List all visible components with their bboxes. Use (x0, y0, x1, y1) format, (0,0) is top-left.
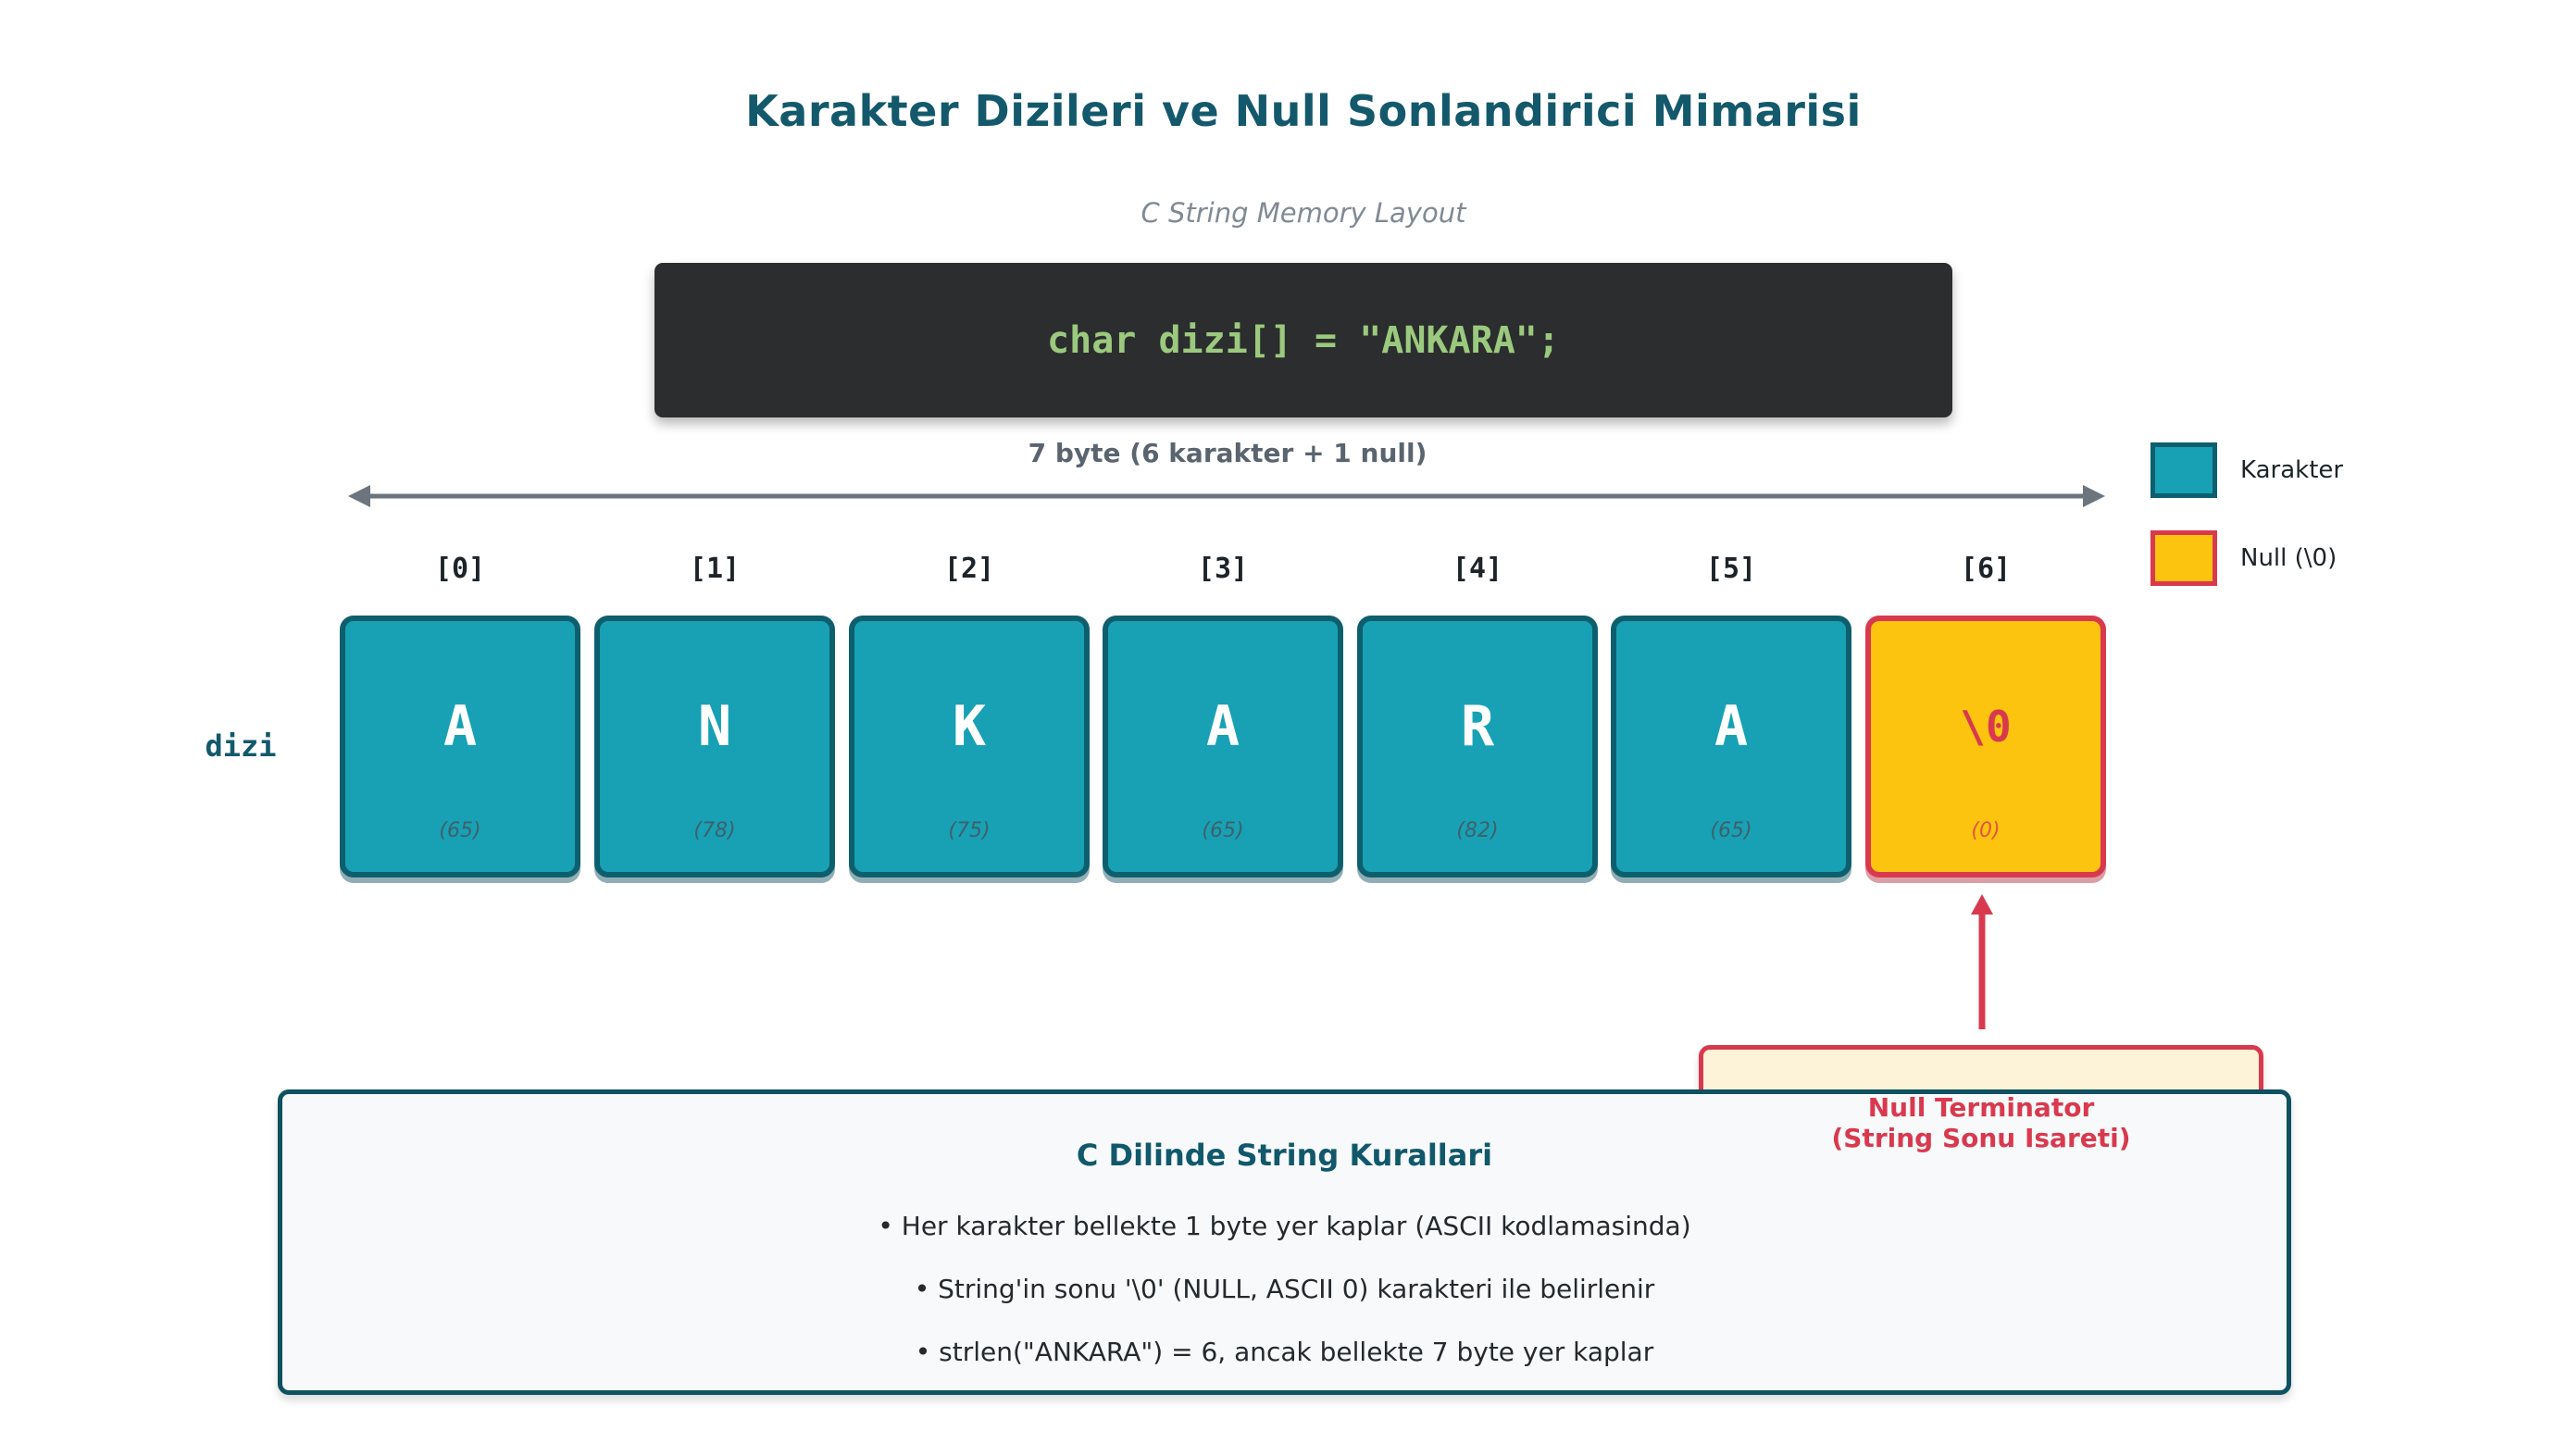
memory-cell-1: N (78) (594, 616, 835, 877)
null-pointer-arrow-icon (1971, 894, 1993, 1029)
cell-ascii: (82) (1456, 819, 1499, 842)
cell-index-6: [6] (1960, 553, 2012, 585)
memory-cell-4: R (82) (1357, 616, 1598, 877)
rules-box (278, 1089, 2291, 1395)
cell-ascii: (78) (693, 819, 736, 842)
callout-line1: Null Terminator (1867, 1092, 2095, 1123)
legend-swatch-karakter (2150, 442, 2217, 498)
rule-item-0: • Her karakter bellekte 1 byte yer kapla… (878, 1211, 1691, 1241)
cell-char: R (1460, 694, 1495, 759)
cell-char: \0 (1960, 702, 2012, 752)
cell-ascii: (65) (1710, 819, 1752, 842)
memory-cell-6-null: \0 (0) (1865, 616, 2106, 877)
memory-cell-2: K (75) (849, 616, 1090, 877)
page-subtitle: C String Memory Layout (1141, 197, 1466, 229)
cell-index-2: [2] (943, 553, 995, 585)
rules-title: C Dilinde String Kurallari (1076, 1138, 1493, 1173)
memory-cell-5: A (65) (1611, 616, 1851, 877)
cell-index-5: [5] (1705, 553, 1757, 585)
cell-ascii: (65) (1202, 819, 1244, 842)
legend-swatch-null (2150, 530, 2217, 586)
callout-line2: (String Sonu Isareti) (1831, 1123, 2131, 1153)
code-block: char dizi[] = "ANKARA"; (654, 263, 1952, 417)
code-declaration: char dizi[] = "ANKARA"; (1047, 318, 1560, 362)
cell-ascii: (65) (439, 819, 481, 842)
rule-item-2: • strlen("ANKARA") = 6, ancak bellekte 7… (915, 1337, 1654, 1367)
page-title: Karakter Dizileri ve Null Sonlandirici M… (745, 86, 1862, 136)
cell-char: A (1205, 694, 1240, 759)
cell-char: K (952, 694, 987, 759)
cell-char: N (697, 694, 732, 759)
rule-item-1: • String'in sonu '\0' (NULL, ASCII 0) ka… (914, 1274, 1655, 1304)
cell-char: A (443, 694, 478, 759)
cell-index-0: [0] (434, 553, 486, 585)
legend-label-null: Null (\0) (2240, 544, 2337, 572)
byte-span-arrow-icon (348, 485, 2105, 507)
memory-cell-3: A (65) (1103, 616, 1343, 877)
cell-ascii: (0) (1971, 819, 2001, 842)
cell-ascii: (75) (948, 819, 991, 842)
array-name-label: dizi (205, 728, 277, 764)
cell-index-1: [1] (689, 553, 741, 585)
byte-span-label: 7 byte (6 karakter + 1 null) (1028, 438, 1427, 468)
null-terminator-callout-text: Null Terminator (String Sonu Isareti) (1699, 1092, 2263, 1153)
cell-char: A (1714, 694, 1749, 759)
cell-index-4: [4] (1452, 553, 1503, 585)
memory-cell-0: A (65) (340, 616, 580, 877)
legend-label-karakter: Karakter (2240, 456, 2344, 484)
cell-index-3: [3] (1197, 553, 1249, 585)
